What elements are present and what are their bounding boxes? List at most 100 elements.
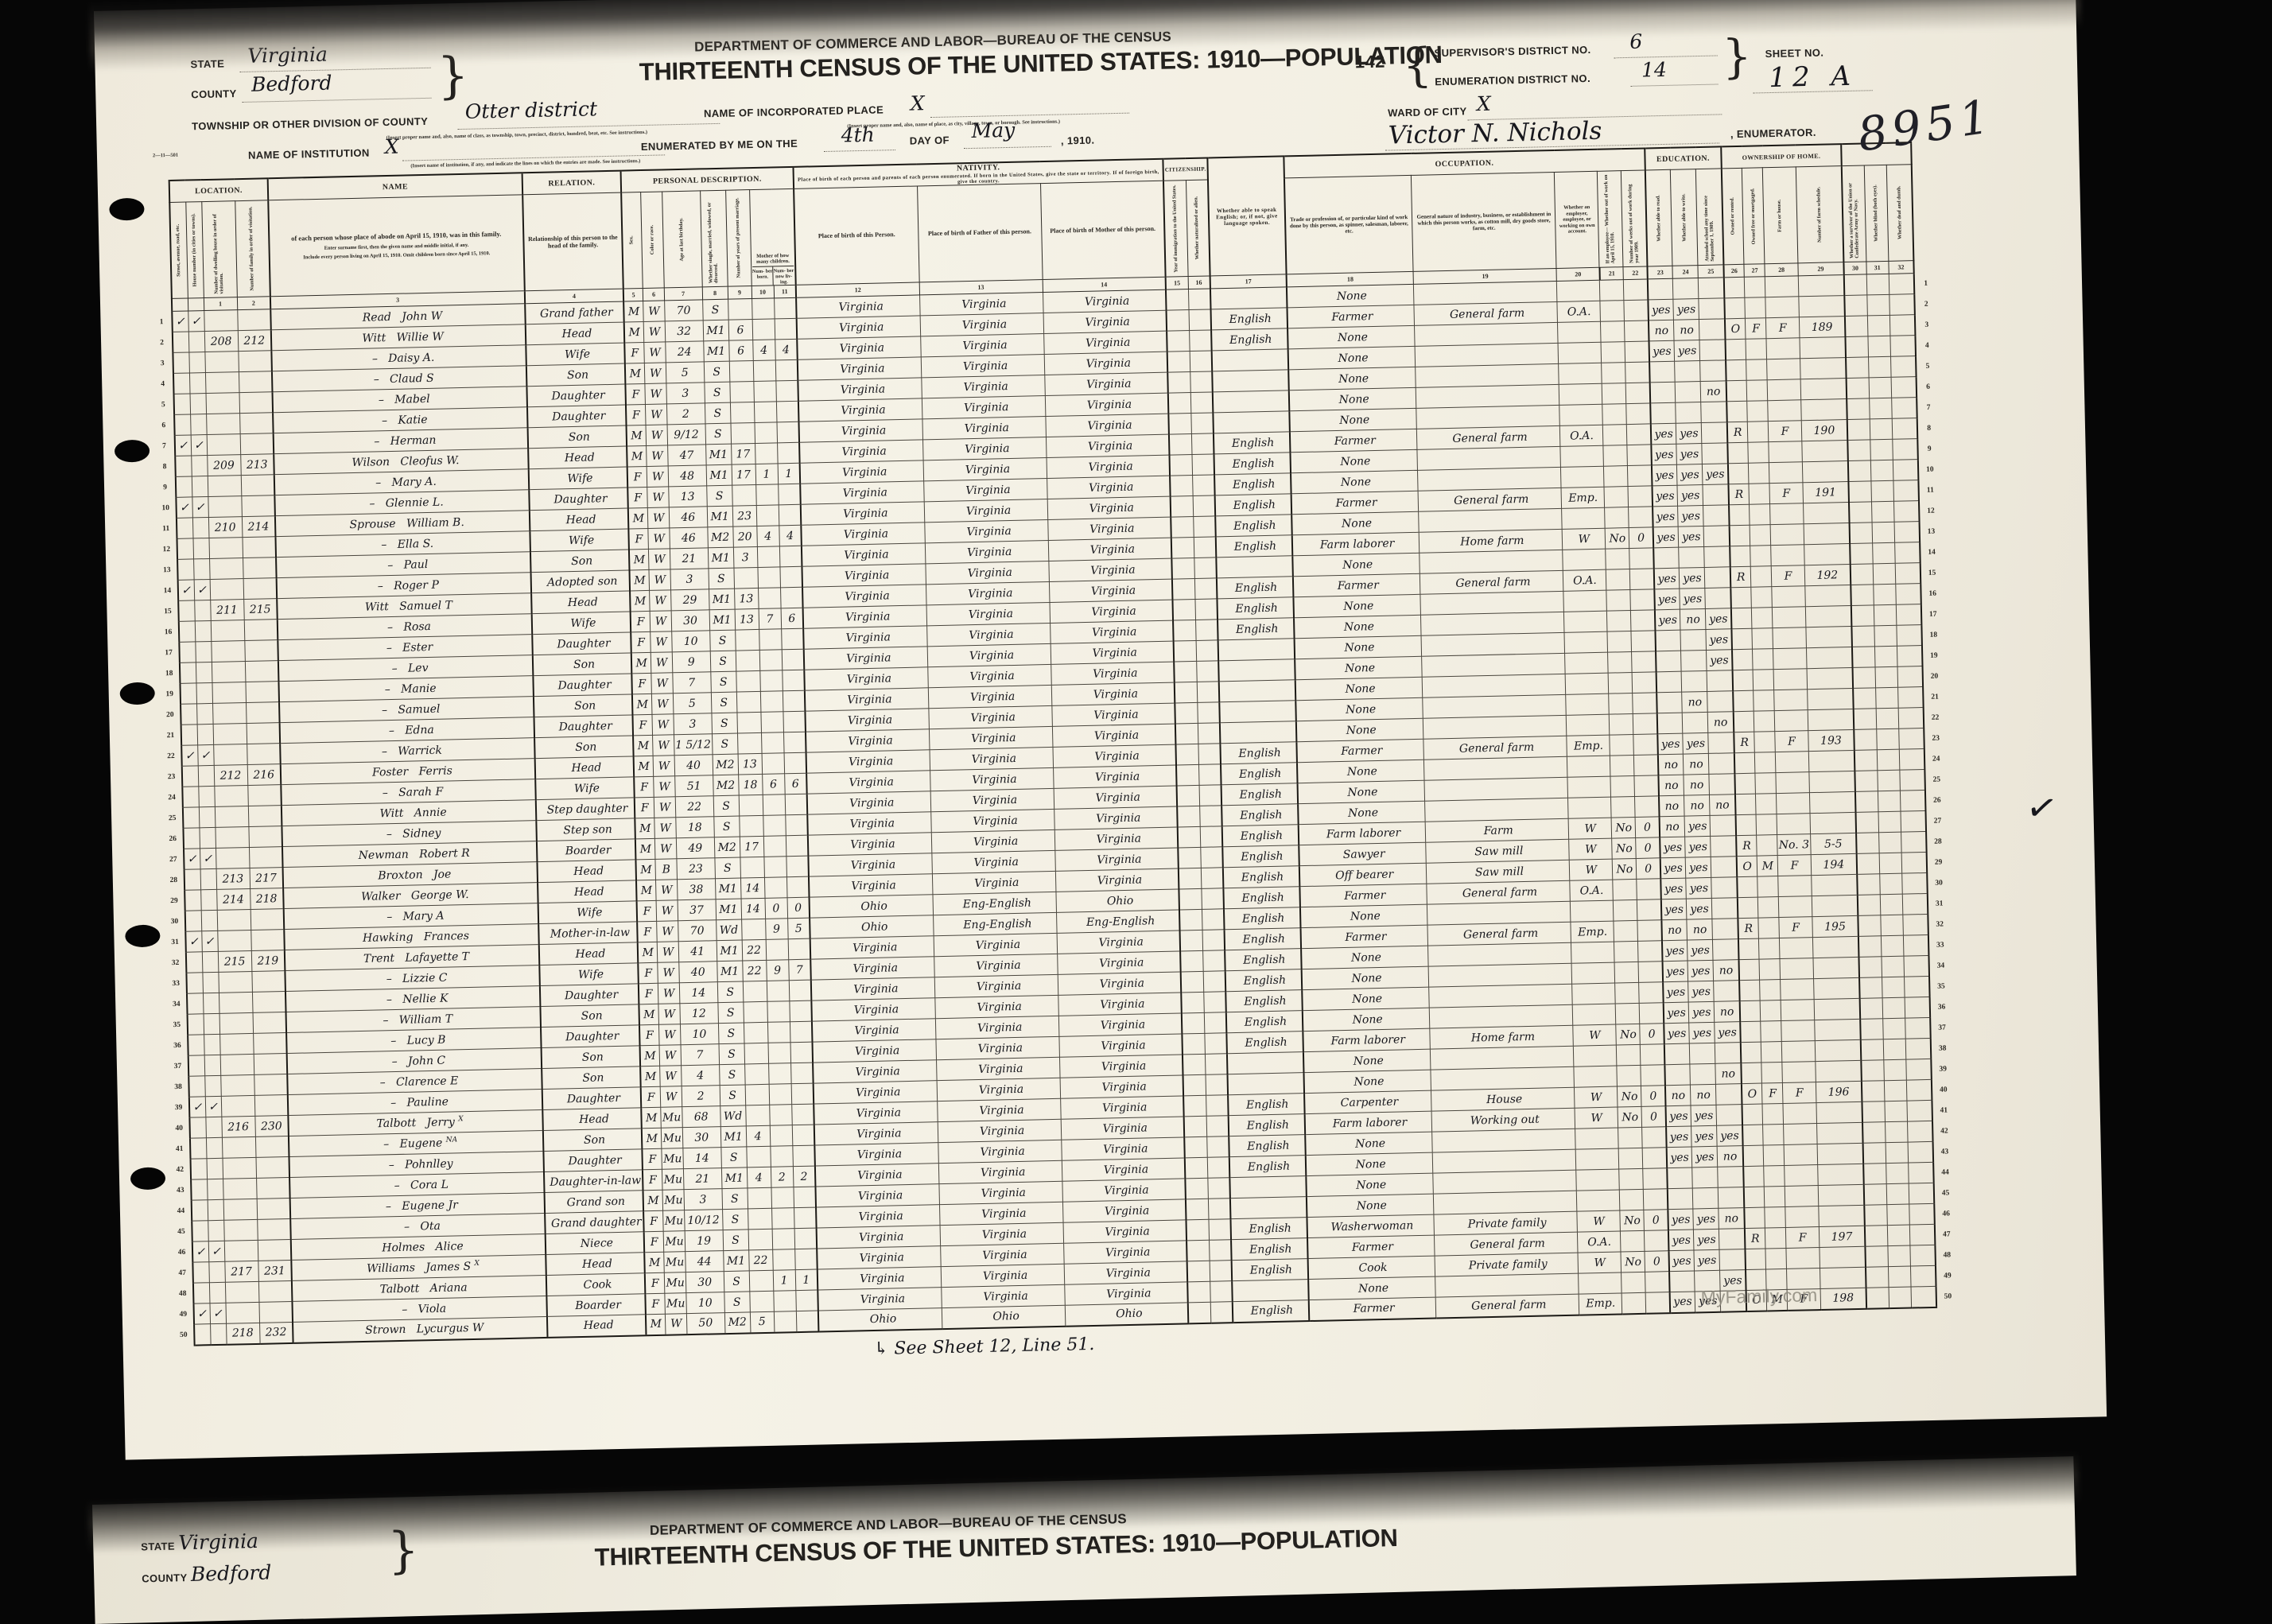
- census-cell: F: [1761, 1082, 1784, 1105]
- census-cell: [1754, 710, 1776, 732]
- census-cell: [1619, 1189, 1645, 1210]
- census-cell: [1764, 1186, 1786, 1208]
- census-cell: [1576, 1169, 1620, 1191]
- census-cell: S: [717, 1001, 744, 1024]
- census-cell: [1873, 604, 1897, 626]
- census-cell: [1798, 295, 1846, 317]
- census-cell: [1602, 362, 1626, 384]
- census-cell: ✓: [209, 1303, 227, 1324]
- census-cell: Virginia: [938, 1160, 1062, 1184]
- census-cell: [1868, 377, 1892, 398]
- census-cell: Son: [542, 1066, 641, 1090]
- census-cell: [737, 732, 762, 755]
- stamp-number: 8951: [1854, 88, 1998, 162]
- census-cell: [210, 1323, 227, 1345]
- census-cell: Virginia: [817, 1266, 942, 1291]
- census-cell: [783, 752, 807, 774]
- census-cell: Virginia: [810, 977, 935, 1001]
- census-cell: [243, 577, 278, 600]
- col-write: Whether able to write.: [1670, 169, 1699, 266]
- census-cell: [1609, 693, 1633, 715]
- census-cell: yes: [1666, 1147, 1693, 1168]
- census-cell: [1853, 687, 1876, 709]
- col-number: 7: [664, 286, 703, 301]
- census-cell: [742, 981, 767, 1002]
- census-cell: [1637, 878, 1661, 900]
- census-cell: yes: [1702, 463, 1729, 485]
- census-cell: [1752, 648, 1774, 670]
- census-cell: 50: [686, 1312, 725, 1335]
- census-cell: Virginia: [1062, 1199, 1186, 1223]
- census-cell: [1797, 274, 1845, 297]
- census-cell: [1610, 796, 1636, 818]
- census-cell: [192, 538, 210, 559]
- census-cell: [1862, 1080, 1885, 1102]
- census-cell: 4: [756, 525, 779, 547]
- census-cell: [1218, 659, 1295, 682]
- census-cell: ✓: [193, 1303, 211, 1325]
- census-cell: [1855, 811, 1879, 833]
- census-cell: 43: [1932, 1140, 1956, 1163]
- census-cell: [1894, 542, 1921, 564]
- census-cell: [768, 1083, 792, 1105]
- census-cell: [1601, 341, 1625, 363]
- census-cell: [1817, 1164, 1864, 1186]
- census-cell: yes: [1654, 589, 1680, 610]
- census-cell: [1561, 507, 1606, 530]
- incorporated-note: (Insert proper name and, also, name of p…: [847, 118, 1061, 130]
- census-cell: Head: [529, 507, 629, 531]
- col-schedule: Number of farm schedule.: [1795, 165, 1844, 263]
- census-cell: Virginia: [926, 643, 1051, 667]
- census-cell: yes: [1686, 877, 1712, 899]
- census-cell: [1733, 690, 1754, 712]
- census-cell: 10/12: [684, 1209, 723, 1231]
- census-cell: [1865, 1245, 1889, 1268]
- census-cell: [1746, 359, 1768, 381]
- census-cell: [1903, 934, 1929, 957]
- census-cell: 3: [683, 1188, 723, 1210]
- census-cell: [1866, 294, 1890, 316]
- census-cell: [1604, 507, 1629, 529]
- township-underline: [457, 122, 720, 130]
- census-cell: 49: [173, 1303, 195, 1325]
- census-cell: [1563, 549, 1606, 571]
- census-cell: [1210, 1280, 1233, 1303]
- census-cell: [1429, 1004, 1574, 1029]
- census-cell: O: [1741, 1083, 1763, 1105]
- census-cell: [213, 744, 247, 766]
- census-cell: 6: [780, 608, 804, 629]
- census-cell: Virginia: [1064, 1281, 1188, 1306]
- census-cell: [744, 1022, 768, 1043]
- census-cell: 3: [152, 352, 173, 374]
- census-cell: [1769, 461, 1803, 484]
- census-cell: Virginia: [803, 625, 927, 650]
- next-sheet-page: State Virginia County Bedford } DEPARTME…: [87, 1449, 2080, 1624]
- census-cell: 1: [772, 1269, 796, 1292]
- census-cell: no: [1673, 319, 1700, 341]
- census-cell: [1754, 752, 1777, 774]
- census-cell: [1845, 315, 1868, 337]
- census-cell: Virginia: [1054, 827, 1179, 851]
- census-cell: 4: [779, 525, 802, 546]
- census-cell: Virginia: [930, 829, 1055, 853]
- census-cell: [1675, 381, 1702, 403]
- census-cell: [1184, 1136, 1207, 1158]
- census-cell: [183, 827, 200, 849]
- census-cell: M1: [703, 340, 729, 362]
- census-cell: [744, 1043, 769, 1064]
- census-cell: Boarder: [536, 838, 636, 862]
- col-industry: General nature of industry, business, or…: [1411, 172, 1557, 272]
- census-cell: [1176, 785, 1200, 807]
- census-cell: None: [1302, 1008, 1431, 1032]
- census-cell: [1232, 1279, 1309, 1302]
- census-cell: [794, 1207, 817, 1229]
- census-cell: Virginia: [927, 664, 1051, 688]
- census-cell: [780, 587, 803, 608]
- census-cell: 35: [166, 1014, 188, 1035]
- census-cell: F: [631, 673, 652, 694]
- census-cell: ✓: [190, 434, 208, 456]
- census-cell: [200, 889, 217, 911]
- census-cell: [1213, 410, 1290, 433]
- census-cell: [767, 1021, 790, 1043]
- census-cell: R: [1738, 918, 1759, 939]
